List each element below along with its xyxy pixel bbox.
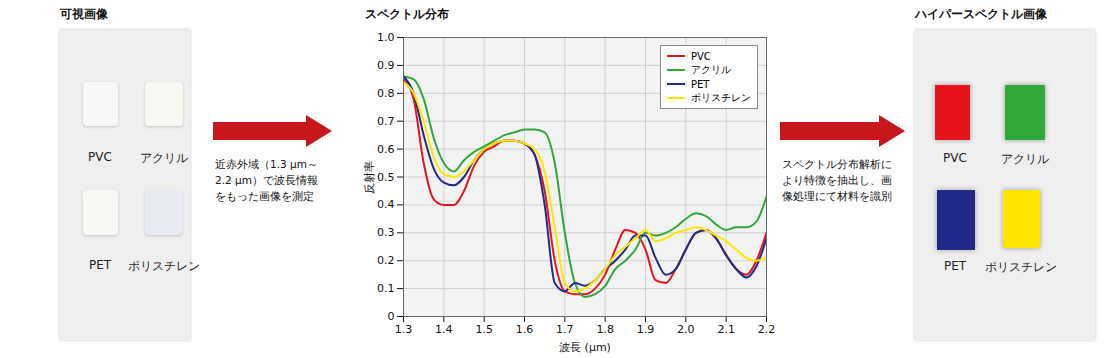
html-text:スペクトル分布: スペクトル分布 bbox=[365, 7, 449, 21]
svg-text:1.4: 1.4 bbox=[435, 323, 453, 336]
svg-text:0.6: 0.6 bbox=[377, 143, 395, 156]
svg-text:0.3: 0.3 bbox=[377, 226, 395, 239]
html-text:スペクトル分布解析により特徴を抽出し、画像処理にて材料を識別: スペクトル分布解析により特徴を抽出し、画像処理にて材料を識別 bbox=[782, 158, 892, 202]
html-text:PVC: PVC bbox=[88, 150, 112, 164]
html-text:ポリスチレン: ポリスチレン bbox=[128, 259, 200, 273]
svg-text:0.9: 0.9 bbox=[377, 59, 395, 72]
html-text:ハイパースペクトル画像: ハイパースペクトル画像 bbox=[915, 7, 1047, 21]
svg-text:1.8: 1.8 bbox=[596, 323, 614, 336]
html-text:PVC: PVC bbox=[691, 50, 711, 62]
html-text:ポリスチレン: ポリスチレン bbox=[691, 92, 751, 103]
svg-text:1.3: 1.3 bbox=[395, 323, 413, 336]
svg-text:1.7: 1.7 bbox=[556, 323, 574, 336]
svg-text:2.0: 2.0 bbox=[677, 323, 695, 336]
svg-text:0.2: 0.2 bbox=[377, 254, 395, 267]
svg-text:1.9: 1.9 bbox=[637, 323, 655, 336]
svg-text:0.5: 0.5 bbox=[377, 171, 395, 184]
html-text:ポリスチレン: ポリスチレン bbox=[985, 260, 1057, 274]
html-text:アクリル: アクリル bbox=[691, 64, 731, 75]
svg-text:0: 0 bbox=[388, 310, 395, 323]
html-text:PET: PET bbox=[943, 259, 967, 273]
html-text:アクリル: アクリル bbox=[1001, 152, 1049, 166]
html-text:アクリル: アクリル bbox=[140, 151, 188, 165]
svg-text:波長 (μm): 波長 (μm) bbox=[559, 341, 611, 354]
html-text:PET: PET bbox=[88, 258, 112, 272]
html-text:PVC: PVC bbox=[943, 151, 967, 165]
svg-text:0.1: 0.1 bbox=[377, 282, 395, 295]
svg-text:0.4: 0.4 bbox=[377, 198, 395, 211]
svg-text:0.8: 0.8 bbox=[377, 87, 395, 100]
html-text:可視画像: 可視画像 bbox=[60, 7, 108, 21]
svg-text:2.2: 2.2 bbox=[758, 323, 776, 336]
svg-text:1.6: 1.6 bbox=[516, 323, 534, 336]
html-text:近赤外域（1.3 μm～2.2 μm）で波長情報をもった画像: 近赤外域（1.3 μm～2.2 μm）で波長情報をもった画像を測定 bbox=[215, 158, 318, 202]
svg-text:反射率: 反射率 bbox=[363, 161, 376, 194]
svg-text:1.5: 1.5 bbox=[475, 323, 493, 336]
svg-text:0.7: 0.7 bbox=[377, 115, 395, 128]
svg-text:2.1: 2.1 bbox=[717, 323, 735, 336]
html-text:PET: PET bbox=[691, 78, 710, 90]
svg-text:1.0: 1.0 bbox=[377, 31, 395, 44]
